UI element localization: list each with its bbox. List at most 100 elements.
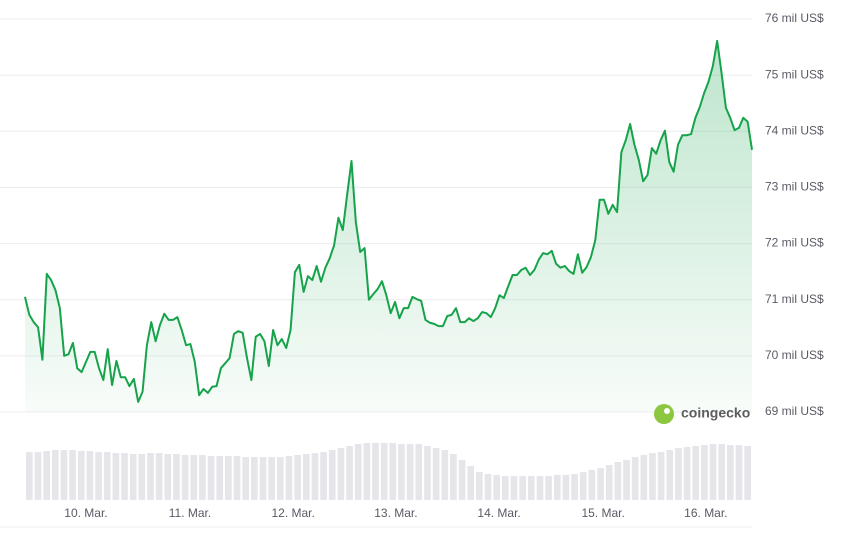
volume-bar — [510, 476, 518, 500]
volume-bar — [112, 453, 120, 500]
volume-bar — [276, 457, 284, 500]
logo — [654, 404, 674, 424]
volume-bar — [164, 454, 172, 500]
volume-bar — [649, 453, 656, 500]
volume-bar — [709, 444, 717, 500]
volume-bar — [268, 457, 275, 500]
y-tick-label: 69 mil US$ — [765, 404, 824, 418]
volume-bar — [86, 451, 94, 500]
y-tick-label: 76 mil US$ — [765, 11, 824, 25]
volume-bar — [597, 468, 604, 500]
volume-bar — [450, 454, 457, 500]
volume-bar — [727, 445, 734, 500]
x-tick-label: 14. Mar. — [477, 506, 520, 520]
volume-bar — [424, 446, 431, 500]
plot — [24, 39, 753, 413]
volume-bar — [527, 476, 535, 500]
price-line — [24, 39, 753, 403]
volume-bar — [735, 445, 743, 500]
volume-bar — [337, 448, 345, 500]
labels: 69 mil US$ 70 mil US$ 71 mil US$ 72 mil US$… — [64, 11, 824, 520]
volume-bar — [536, 476, 544, 500]
volume-bar — [623, 460, 630, 500]
x-tick-label: 13. Mar. — [374, 506, 417, 520]
volume-bar — [302, 454, 310, 500]
volume-bar — [103, 452, 111, 500]
volume-bar — [26, 452, 33, 500]
volume-bar — [640, 455, 648, 500]
volume-bar — [216, 456, 224, 500]
y-tick-label: 75 mil US$ — [765, 67, 824, 81]
volume-bar — [69, 450, 76, 500]
volume-bar — [60, 450, 68, 500]
volume-bar — [285, 456, 293, 500]
volume-bar — [484, 474, 492, 500]
volume-bar — [242, 457, 250, 500]
x-tick-label: 15. Mar. — [581, 506, 624, 520]
y-tick-label: 71 mil US$ — [765, 292, 824, 306]
volume-bar — [225, 456, 232, 500]
volume-bar — [320, 452, 327, 500]
volume-bar — [380, 443, 388, 500]
volume-bar — [251, 457, 258, 500]
volume-bar — [718, 444, 726, 500]
volume-bar — [502, 476, 509, 500]
volume-bar — [553, 475, 561, 500]
volume-bar — [476, 472, 483, 500]
volume-bar — [493, 475, 501, 500]
volume-bar — [562, 475, 570, 500]
volume-bar — [631, 457, 639, 500]
volume-bar — [744, 446, 751, 500]
volume-bar — [372, 443, 379, 500]
volume-bar — [121, 453, 128, 500]
volume-bar — [190, 455, 198, 500]
volume-bar — [95, 452, 102, 500]
volume-bar — [259, 457, 267, 500]
volume-bar — [441, 450, 449, 500]
volume-bar — [129, 454, 137, 500]
volume-bar — [181, 455, 189, 500]
volume-bar — [467, 466, 475, 500]
volume-bar — [389, 443, 397, 500]
volume-bar — [701, 445, 708, 500]
volume-bar — [43, 451, 50, 500]
x-tick-label: 12. Mar. — [271, 506, 314, 520]
volume-bar — [354, 444, 362, 500]
volume-bar — [173, 454, 180, 500]
volume-bar — [311, 453, 319, 500]
volume-bar — [328, 450, 336, 500]
volume-bar — [398, 444, 405, 500]
volume-bar — [294, 455, 301, 500]
x-tick-label: 16. Mar. — [684, 506, 727, 520]
watermark-text: coingecko — [681, 405, 750, 421]
x-tick-label: 10. Mar. — [64, 506, 107, 520]
volume-bar — [571, 474, 578, 500]
volume-bar — [545, 476, 552, 500]
volume-bar — [34, 452, 42, 500]
volume-bar — [415, 444, 423, 500]
volume-bar — [588, 470, 596, 500]
x-tick-label: 11. Mar. — [169, 506, 211, 520]
volume-bar — [614, 462, 622, 500]
area-fill — [25, 40, 752, 413]
volume-bar — [147, 453, 154, 500]
volume-bar — [233, 456, 241, 500]
volume-bar — [432, 448, 440, 500]
volume-bar — [675, 448, 682, 500]
volume-bar — [363, 443, 371, 500]
volume-bar — [666, 450, 674, 500]
volume-bar — [199, 455, 206, 500]
logo-eye — [664, 408, 670, 414]
volume-bar — [579, 472, 587, 500]
volume-bar — [155, 453, 163, 500]
volume-bar — [605, 465, 613, 500]
y-tick-label: 70 mil US$ — [765, 348, 824, 362]
volume-bar — [692, 446, 700, 500]
y-tick-label: 72 mil US$ — [765, 236, 824, 250]
volume-bars — [26, 443, 751, 500]
volume-bar — [51, 450, 59, 500]
volume-bar — [657, 452, 665, 500]
watermark: coingecko — [654, 404, 750, 424]
y-tick-label: 73 mil US$ — [765, 180, 824, 194]
